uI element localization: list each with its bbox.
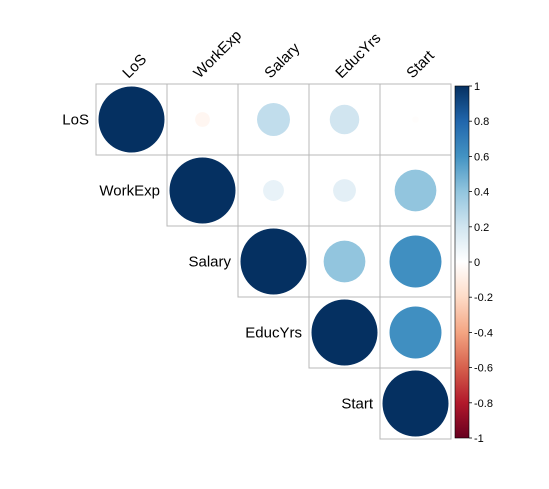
corr-circle-Salary-Salary xyxy=(240,228,307,295)
colorbar-tick-label: 1 xyxy=(474,81,480,93)
corr-circle-LoS-EducYrs xyxy=(329,104,360,135)
cell-WorkExp-EducYrs xyxy=(308,154,381,227)
colorbar-tick-label: 0 xyxy=(474,257,480,269)
col-label-Start: Start xyxy=(403,47,438,82)
col-label-WorkExp: WorkExp xyxy=(190,27,245,82)
corr-circle-LoS-Start xyxy=(412,116,419,123)
colorbar-tick-label: -0.4 xyxy=(474,327,493,339)
col-label-Salary: Salary xyxy=(261,39,303,81)
corr-circle-LoS-WorkExp xyxy=(195,112,210,127)
corr-circle-WorkExp-Start xyxy=(394,169,437,212)
corr-circle-WorkExp-WorkExp xyxy=(169,157,236,224)
corr-circle-WorkExp-EducYrs xyxy=(333,179,356,202)
colorbar-tick-label: 0.4 xyxy=(474,187,489,199)
row-label-LoS: LoS xyxy=(62,112,89,129)
colorbar-tick-label: -0.8 xyxy=(474,398,493,410)
row-label-Start: Start xyxy=(341,396,374,413)
row-label-Salary: Salary xyxy=(188,254,231,271)
corr-circle-EducYrs-Start xyxy=(389,306,442,359)
colorbar-tick-label: -1 xyxy=(474,433,484,445)
corr-circle-EducYrs-EducYrs xyxy=(311,299,378,366)
corr-circle-LoS-LoS xyxy=(98,86,165,153)
colorbar xyxy=(454,85,470,439)
colorbar-tick-label: -0.2 xyxy=(474,292,493,304)
colorbar-tick-label: 0.2 xyxy=(474,222,489,234)
row-label-EducYrs: EducYrs xyxy=(245,325,302,342)
col-label-EducYrs: EducYrs xyxy=(332,30,384,82)
corr-circle-WorkExp-Salary xyxy=(263,180,284,201)
corr-circle-Salary-EducYrs xyxy=(323,240,366,283)
colorbar-tick-label: 0.8 xyxy=(474,116,489,128)
row-label-WorkExp: WorkExp xyxy=(99,183,160,200)
corr-circle-Start-Start xyxy=(382,370,449,437)
colorbar-tick-label: -0.6 xyxy=(474,363,493,375)
colorbar-tick-label: 0.6 xyxy=(474,151,489,163)
col-label-LoS: LoS xyxy=(119,51,150,82)
corr-circle-LoS-Salary xyxy=(257,103,290,136)
corr-circle-Salary-Start xyxy=(389,235,442,288)
